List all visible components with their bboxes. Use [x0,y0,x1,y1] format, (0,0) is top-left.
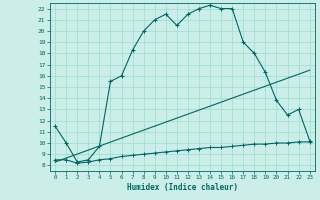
X-axis label: Humidex (Indice chaleur): Humidex (Indice chaleur) [127,183,238,192]
